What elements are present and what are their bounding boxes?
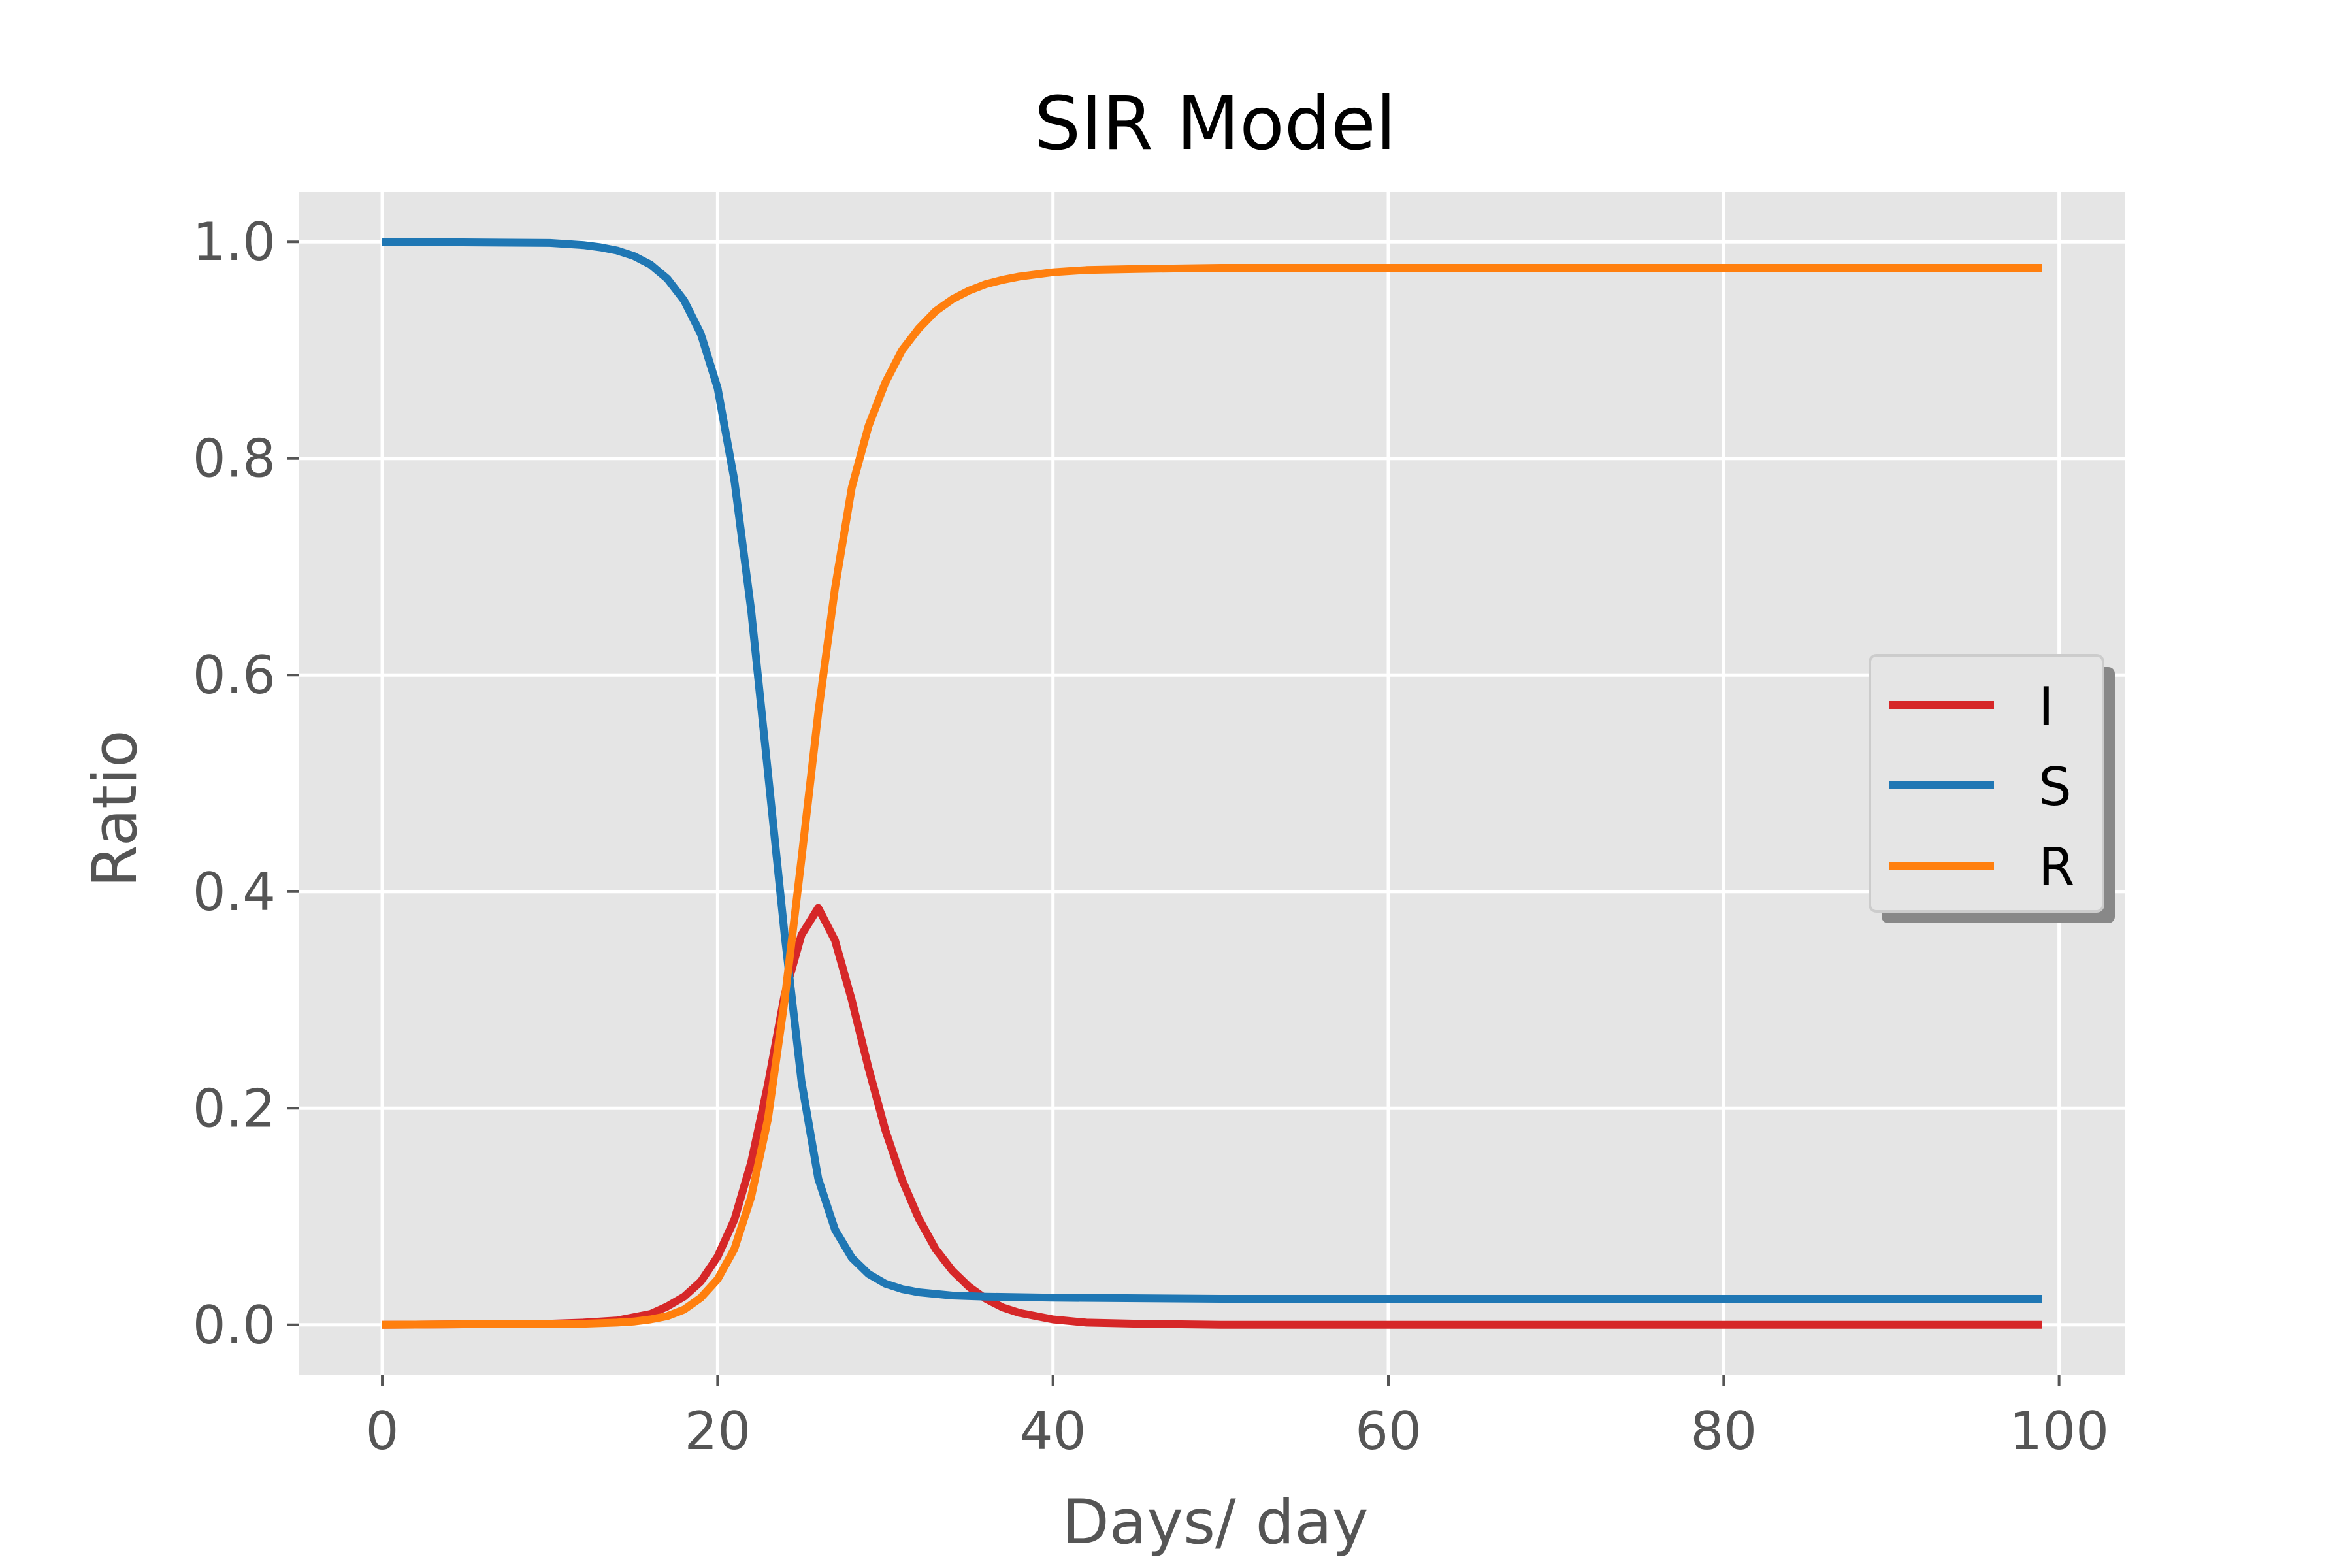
plot-area (299, 192, 2125, 1375)
y-tick-label: 0.0 (193, 1295, 276, 1356)
series-line-i (382, 904, 2042, 1329)
legend: ISR (1869, 654, 2115, 923)
y-tick-label: 0.2 (193, 1078, 276, 1139)
series-line-s (382, 238, 2042, 1303)
x-tick-label: 20 (684, 1401, 751, 1462)
legend-label-s: S (2038, 757, 2072, 817)
legend-label-i: I (2038, 676, 2054, 737)
x-tick-label: 0 (366, 1401, 399, 1462)
grid-lines (299, 192, 2125, 1375)
y-tick-label: 0.4 (193, 862, 276, 923)
x-tick-label: 80 (1690, 1401, 1757, 1462)
y-axis-label: Ratio (80, 730, 151, 887)
series-line-r (382, 264, 2042, 1329)
y-tick-label: 0.6 (193, 645, 276, 706)
legend-label-r: R (2038, 837, 2075, 898)
axis-ticks: 0 20 40 60 80 100 0.0 0.2 0.4 0.6 0.8 1.0 (193, 212, 2109, 1462)
series-lines (382, 238, 2042, 1329)
x-tick-label: 40 (1020, 1401, 1086, 1462)
x-tick-label: 60 (1355, 1401, 1422, 1462)
chart-title: SIR Model (1034, 82, 1396, 167)
x-axis-label: Days/ day (1062, 1487, 1368, 1558)
x-tick-label: 100 (2009, 1401, 2109, 1462)
y-tick-label: 0.8 (193, 429, 276, 489)
y-tick-label: 1.0 (193, 212, 276, 272)
